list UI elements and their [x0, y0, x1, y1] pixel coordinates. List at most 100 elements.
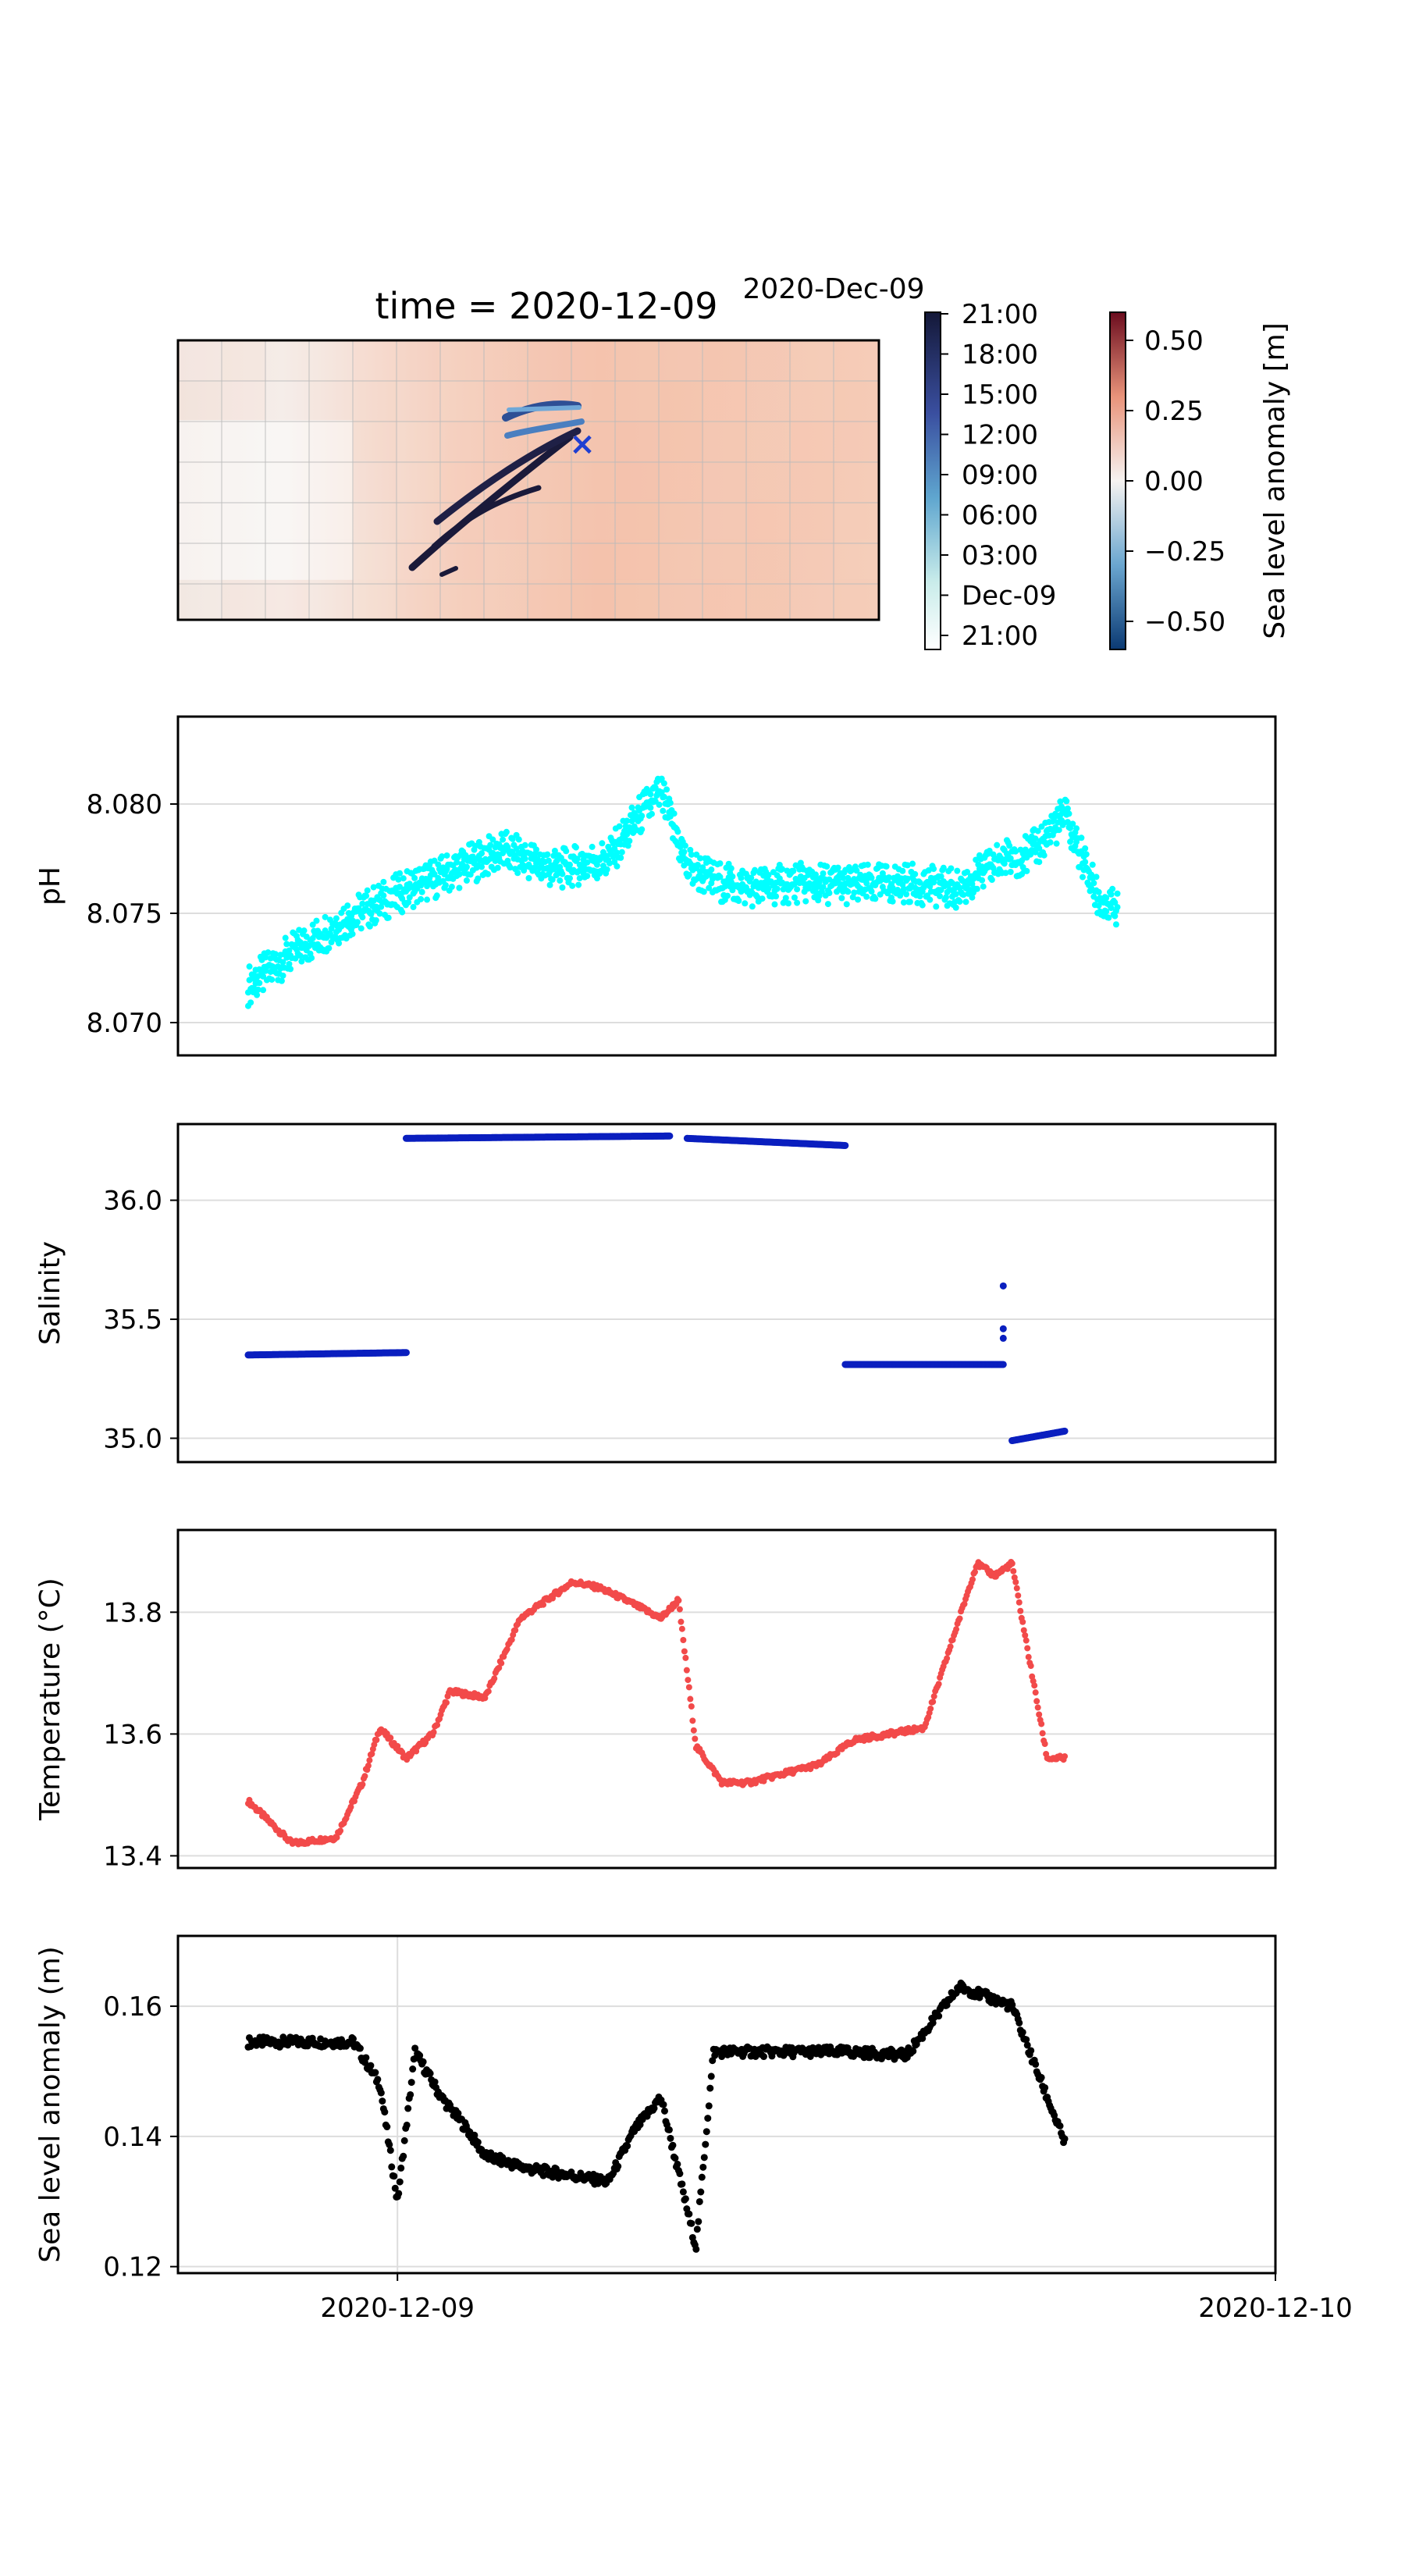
- ph-point: [784, 900, 791, 907]
- ph-point: [735, 897, 742, 904]
- sla-point: [660, 2101, 667, 2108]
- temperature-point: [1013, 1585, 1020, 1592]
- ph-point: [368, 910, 375, 917]
- sla-point: [419, 2058, 427, 2065]
- ph-point: [628, 804, 635, 811]
- salinity-ytick-label: 35.5: [103, 1304, 162, 1336]
- ph-point: [889, 898, 896, 905]
- ph-point: [899, 867, 906, 874]
- ph-ytick-label: 8.080: [87, 789, 162, 820]
- ph-point: [521, 856, 528, 863]
- ph-point: [411, 874, 418, 881]
- ph-point: [254, 986, 261, 993]
- sla-cell: [353, 420, 397, 461]
- sla-ytick-label: 0.12: [103, 2252, 162, 2283]
- temperature-point: [1024, 1645, 1031, 1652]
- sla-ytick-label: 0.16: [103, 1991, 162, 2023]
- ph-point: [533, 846, 540, 853]
- ph-point: [1036, 859, 1043, 866]
- ph-point: [1053, 840, 1060, 847]
- map-panel: time = 2020-12-09 × 2020-Dec-09 21:00 18:…: [176, 273, 1291, 652]
- sla-cell: [528, 500, 573, 540]
- time-colorbar-tick-label: Dec-09: [962, 581, 1056, 612]
- sla-colorbar-ticks: 0.50 0.25 0.00 −0.25 −0.50: [1126, 326, 1225, 638]
- ph-point: [475, 875, 482, 882]
- ph-point: [456, 884, 463, 891]
- ph-point: [969, 894, 976, 901]
- ph-point: [1078, 834, 1085, 841]
- ph-point: [364, 887, 371, 894]
- temperature-point: [394, 1742, 401, 1749]
- ph-point: [559, 870, 566, 877]
- ph-point: [677, 843, 684, 850]
- temperature-ylabel: Temperature (°C): [34, 1578, 66, 1821]
- temperature-point: [371, 1742, 378, 1749]
- ph-point: [925, 866, 932, 873]
- track-segment: [502, 400, 582, 422]
- sla-point: [426, 2069, 434, 2077]
- sla-cell: [703, 460, 748, 500]
- sla-point: [676, 2170, 684, 2178]
- ph-point: [269, 976, 276, 983]
- ph-point: [283, 941, 290, 948]
- track-segment: [433, 427, 582, 525]
- temperature-point: [682, 1654, 689, 1661]
- ph-point: [900, 899, 907, 906]
- sla-point: [403, 2121, 411, 2129]
- sla-point: [707, 2073, 715, 2080]
- ph-point: [956, 898, 963, 905]
- temperature-point: [1025, 1653, 1032, 1660]
- sla-point: [416, 2051, 424, 2059]
- ph-point: [515, 836, 522, 843]
- ph-point: [647, 791, 654, 798]
- temperature-point: [688, 1703, 695, 1710]
- sla-cell: [572, 500, 617, 540]
- ph-point: [681, 849, 688, 856]
- ph-point: [919, 902, 926, 909]
- sla-cell: [353, 380, 397, 421]
- temperature-point: [1016, 1599, 1023, 1606]
- ph-point: [395, 876, 402, 883]
- sla-point: [679, 2188, 687, 2196]
- temperature-point: [935, 1681, 942, 1688]
- sla-cell: [703, 340, 748, 381]
- temperature-point: [685, 1684, 692, 1691]
- ph-point: [1002, 870, 1009, 877]
- ph-point: [448, 884, 455, 891]
- temperature-point: [692, 1735, 699, 1742]
- ph-point: [485, 870, 492, 877]
- ph-point: [752, 866, 759, 873]
- ph-point: [980, 883, 987, 890]
- sla-point: [395, 2190, 403, 2197]
- sla-point: [1041, 2083, 1049, 2091]
- sla-point: [409, 2065, 417, 2073]
- ph-point: [782, 895, 789, 902]
- sla-colorbar-tick-label: 0.50: [1144, 326, 1204, 357]
- temperature-point: [1010, 1567, 1017, 1574]
- ph-point: [1103, 895, 1110, 902]
- sla-cell: [309, 460, 354, 500]
- sla-colorbar-tick-label: −0.50: [1144, 607, 1225, 638]
- sla-point: [400, 2152, 407, 2160]
- ph-point: [648, 810, 655, 817]
- temperature-point: [1015, 1592, 1022, 1599]
- temperature-ytick-label: 13.4: [103, 1841, 162, 1872]
- sla-point: [935, 2012, 943, 2020]
- temperature-point: [1031, 1682, 1038, 1689]
- sla-cell: [353, 460, 397, 500]
- sla-xtick-label: 2020-12-09: [320, 2293, 475, 2324]
- ph-point: [514, 870, 521, 877]
- ph-point: [376, 910, 383, 917]
- time-colorbar: [924, 311, 941, 650]
- salinity-point: [999, 1334, 1007, 1342]
- sla-cell: [397, 380, 441, 421]
- temperature-point: [930, 1693, 937, 1700]
- salinity-ytick-label: 36.0: [103, 1186, 162, 1217]
- ph-point: [509, 835, 516, 842]
- temperature-point: [1017, 1607, 1024, 1614]
- ph-point: [370, 884, 377, 891]
- sla-cell: [178, 539, 222, 580]
- ph-point: [576, 875, 583, 882]
- ph-point: [773, 893, 780, 900]
- sla-cell: [265, 460, 310, 500]
